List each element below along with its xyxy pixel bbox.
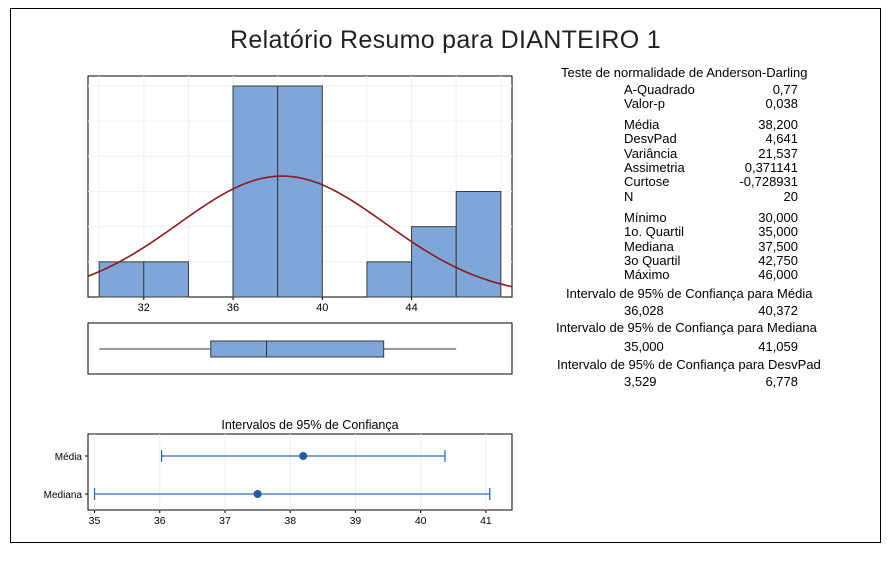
ci-estimate-point bbox=[299, 452, 308, 460]
ci-lower-value: 35,000 bbox=[624, 339, 664, 354]
histogram-bar bbox=[277, 85, 323, 298]
stat-row: Mediana 37,500 bbox=[624, 239, 798, 254]
page-title: Relatório Resumo para DIANTEIRO 1 bbox=[230, 26, 661, 54]
normal-curve bbox=[87, 175, 513, 288]
stat-value: 38,200 bbox=[758, 117, 798, 132]
ci-category-label: Média bbox=[55, 452, 83, 463]
stat-value: 20 bbox=[783, 188, 798, 204]
histogram-bar bbox=[366, 261, 413, 298]
stat-value: 30,000 bbox=[758, 210, 798, 225]
stat-row: Valor-p 0,038 bbox=[624, 96, 798, 111]
ci-sd-title: Intervalo de 95% de Confiança para DesvP… bbox=[557, 357, 821, 372]
ci-tick-label: 37 bbox=[219, 515, 231, 527]
stat-row: Variância 21,537 bbox=[624, 146, 798, 161]
stat-label: Valor-p bbox=[624, 96, 665, 112]
stat-row: Mínimo 30,000 bbox=[624, 210, 798, 225]
stat-label: Mínimo bbox=[624, 210, 667, 225]
ci-lower-value: 36,028 bbox=[624, 303, 664, 318]
stat-row: Assimetria 0,371141 bbox=[624, 160, 798, 175]
histogram-tick-label: 44 bbox=[405, 302, 417, 314]
confidence-interval-chart: Intervalos de 95% de Confiança Média Media… bbox=[44, 418, 513, 527]
stat-label: A-Quadrado bbox=[624, 82, 695, 97]
stat-label: 3o Quartil bbox=[624, 252, 681, 268]
histogram-tick-label: 32 bbox=[138, 302, 150, 314]
stat-value: 46,000 bbox=[758, 267, 798, 283]
stat-value: 0,77 bbox=[772, 82, 798, 97]
boxplot-box bbox=[210, 340, 385, 358]
stat-row: A-Quadrado 0,77 bbox=[624, 82, 798, 97]
stat-label: N bbox=[624, 188, 634, 204]
stat-row: Máximo 46,000 bbox=[624, 267, 798, 282]
stat-label: 1o. Quartil bbox=[624, 224, 684, 240]
ci-mean-title: Intervalo de 95% de Confiança para Média bbox=[566, 286, 813, 301]
stat-label: Assimetria bbox=[624, 159, 685, 175]
stat-value: 35,000 bbox=[758, 224, 798, 240]
ci-tick-label: 36 bbox=[154, 515, 166, 527]
stat-label: Média bbox=[624, 117, 660, 132]
histogram-bar bbox=[143, 261, 189, 298]
ci-median-values: 35,000 41,059 bbox=[624, 339, 798, 354]
histogram-tick-label: 40 bbox=[316, 302, 328, 314]
stat-label: Variância bbox=[624, 145, 678, 161]
stat-row: 3o Quartil 42,750 bbox=[624, 253, 798, 268]
ci-category-label: Mediana bbox=[44, 490, 83, 501]
boxplot-chart bbox=[87, 322, 513, 375]
histogram-bar bbox=[98, 261, 145, 298]
ci-tick-label: 38 bbox=[284, 515, 296, 527]
ci-tick-label: 41 bbox=[480, 515, 492, 527]
stat-value: 42,750 bbox=[758, 252, 798, 268]
ci-estimate-point bbox=[253, 490, 262, 498]
ci-chart-title: Intervalos de 95% de Confiança bbox=[221, 418, 398, 432]
histogram-tick-label: 36 bbox=[227, 302, 239, 314]
ci-lower-value: 3,529 bbox=[624, 374, 657, 389]
normality-test-title: Teste de normalidade de Anderson-Darling bbox=[561, 65, 808, 80]
ci-tick-label: 35 bbox=[89, 515, 101, 527]
ci-upper-value: 41,059 bbox=[758, 339, 798, 354]
ci-upper-value: 6,778 bbox=[765, 374, 798, 389]
ci-sd-values: 3,529 6,778 bbox=[624, 374, 798, 389]
stat-label: Máximo bbox=[624, 267, 670, 283]
histogram-bar bbox=[232, 85, 279, 298]
stat-value: 37,500 bbox=[758, 238, 798, 254]
stat-label: Curtose bbox=[624, 174, 670, 190]
stat-label: DesvPad bbox=[624, 131, 677, 147]
histogram-bar bbox=[411, 226, 457, 298]
stat-value: 0,371141 bbox=[744, 159, 798, 175]
stat-value: 0,038 bbox=[765, 96, 798, 112]
stat-label: Mediana bbox=[624, 238, 674, 254]
stat-row: Curtose -0,728931 bbox=[624, 174, 798, 189]
histogram-bar bbox=[455, 191, 502, 298]
ci-tick-label: 40 bbox=[415, 515, 427, 527]
histogram-chart: 32 36 40 44 bbox=[87, 75, 513, 314]
ci-tick-label: 39 bbox=[350, 515, 362, 527]
ci-mean-values: 36,028 40,372 bbox=[624, 303, 798, 318]
stat-value: 21,537 bbox=[758, 145, 798, 161]
ci-upper-value: 40,372 bbox=[758, 303, 798, 318]
stat-row: DesvPad 4,641 bbox=[624, 131, 798, 146]
stat-row: N 20 bbox=[624, 189, 798, 204]
stat-row: Média 38,200 bbox=[624, 117, 798, 132]
stat-value: -0,728931 bbox=[739, 174, 798, 190]
ci-chart-frame bbox=[87, 433, 513, 511]
ci-median-title: Intervalo de 95% de Confiança para Media… bbox=[556, 320, 817, 335]
stat-value: 4,641 bbox=[765, 131, 798, 147]
stat-row: 1o. Quartil 35,000 bbox=[624, 224, 798, 239]
